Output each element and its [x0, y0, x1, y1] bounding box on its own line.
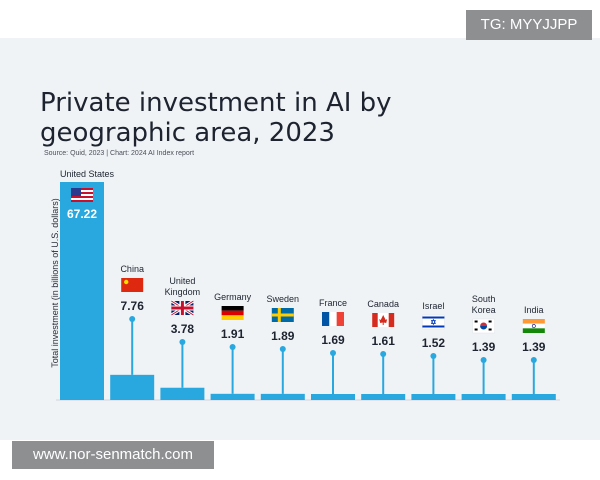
- bar: [160, 387, 205, 400]
- category-label: South: [472, 294, 496, 304]
- bar-group: United States 67.22: [60, 169, 115, 400]
- chart-title-line-2: geographic area, 2023: [40, 118, 335, 148]
- chart-title-line-1: Private investment in AI by: [40, 88, 392, 118]
- category-label: Germany: [214, 292, 252, 302]
- bar: [461, 394, 506, 400]
- category-label: Kingdom: [165, 287, 201, 297]
- connector-dot: [129, 316, 136, 322]
- canada-flag-icon: [372, 313, 395, 327]
- bar: [110, 374, 155, 400]
- category-label: India: [524, 305, 544, 315]
- bar-group: Sweden 1.89: [260, 294, 305, 400]
- chart-source: Source: Quid, 2023 | Chart: 2024 AI Inde…: [44, 150, 195, 157]
- bar-group: India 1.39: [511, 305, 556, 400]
- sweden-flag-icon: [271, 308, 294, 322]
- connector-dot: [330, 350, 336, 356]
- connector-dot: [380, 351, 387, 357]
- bar-group: Germany 1.91: [210, 292, 255, 400]
- uk-flag-icon: [170, 299, 195, 317]
- connector-dot: [279, 346, 286, 352]
- china-flag-icon: [121, 278, 144, 292]
- bar-group: France 1.69: [311, 298, 355, 400]
- value-label: 1.39: [472, 340, 496, 354]
- value-label: 1.91: [221, 327, 245, 341]
- us-flag-icon: [71, 188, 93, 202]
- category-label: United States: [60, 169, 115, 179]
- value-label: 67.22: [67, 207, 97, 221]
- value-label: 3.78: [171, 322, 195, 336]
- connector-dot: [480, 357, 487, 363]
- bar: [210, 393, 255, 400]
- value-label: 1.89: [271, 329, 295, 343]
- france-flag-icon: [322, 312, 344, 326]
- category-label: Israel: [422, 301, 444, 311]
- category-label: Korea: [472, 305, 496, 315]
- bar-group: Canada 1.61: [361, 299, 406, 400]
- connector-dot: [530, 357, 537, 363]
- value-label: 7.76: [121, 299, 145, 313]
- value-label: 1.39: [522, 340, 546, 354]
- category-label: United: [169, 276, 195, 286]
- bar: [511, 394, 556, 400]
- bar: [260, 393, 305, 400]
- south-korea-flag-icon: [472, 318, 495, 334]
- germany-flag-icon: [221, 306, 244, 320]
- connector-dot: [229, 344, 236, 350]
- bar: [361, 394, 406, 400]
- bar: [311, 394, 355, 400]
- india-flag-icon: [522, 319, 545, 333]
- value-label: 1.69: [321, 333, 345, 347]
- connector-dot: [179, 339, 186, 345]
- bar: [411, 394, 456, 400]
- watermark-bottom-left: www.nor-senmatch.com: [12, 441, 214, 469]
- value-label: 1.52: [422, 336, 446, 350]
- bar-group: Israel 1.52: [411, 301, 456, 400]
- category-label: France: [319, 298, 347, 308]
- chart-title: Private investment in AI by geographic a…: [40, 88, 420, 148]
- israel-flag-icon: [422, 314, 445, 330]
- category-label: China: [120, 264, 144, 274]
- bar-group: China 7.76: [110, 264, 155, 400]
- bar: [60, 182, 104, 400]
- category-label: Sweden: [267, 294, 300, 304]
- connector-dot: [430, 353, 437, 359]
- category-label: Canada: [367, 299, 399, 309]
- value-label: 1.61: [372, 334, 396, 348]
- watermark-top-right: TG: MYYJJPP: [466, 10, 592, 40]
